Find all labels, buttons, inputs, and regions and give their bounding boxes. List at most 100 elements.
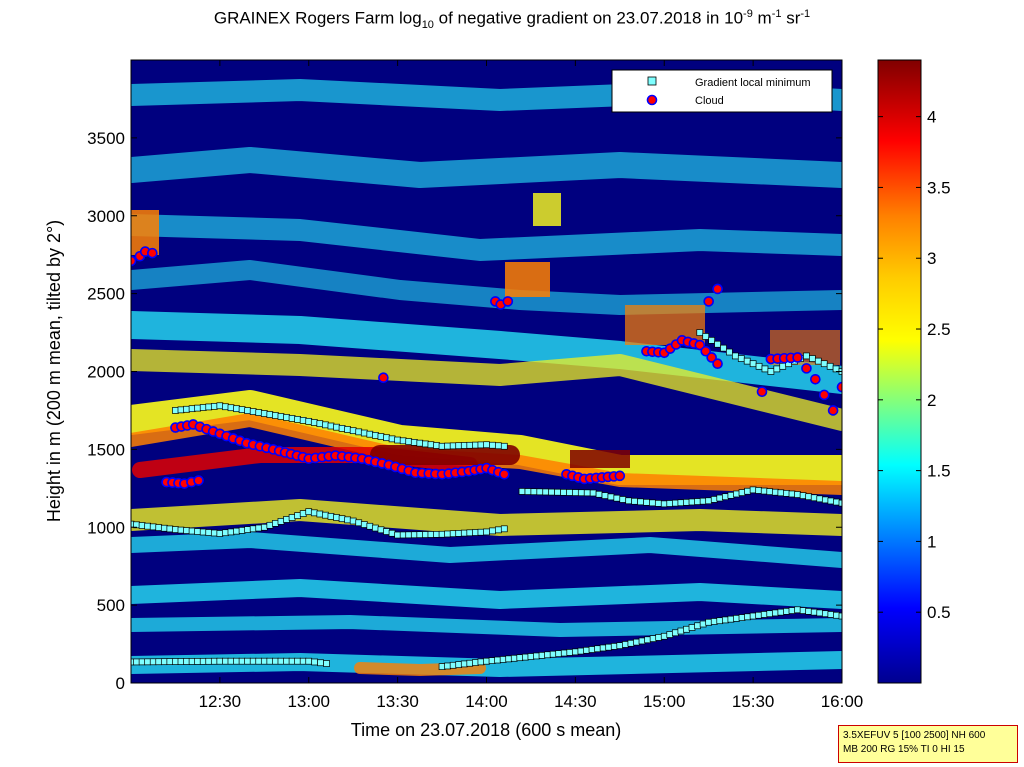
minimum-marker: [510, 654, 518, 662]
minimum-marker: [533, 652, 540, 660]
cloud-marker: [378, 372, 389, 384]
minimum-marker: [583, 489, 591, 497]
minimum-marker: [183, 658, 190, 665]
heatmap-band: [131, 147, 842, 188]
x-tick-label: 12:30: [199, 692, 242, 711]
minimum-marker: [360, 429, 368, 437]
minimum-marker: [731, 352, 739, 360]
minimum-marker: [560, 649, 568, 657]
info-box: 3.5XEFUV 5 [100 2500] NH 600 MB 200 RG 1…: [838, 725, 1018, 763]
minimum-marker: [755, 487, 763, 494]
minimum-marker: [744, 487, 751, 495]
minimum-marker: [327, 422, 335, 430]
minimum-marker: [833, 611, 840, 619]
minimum-marker: [244, 407, 251, 414]
minimum-marker: [399, 531, 407, 539]
minimum-marker: [460, 529, 468, 537]
minimum-marker: [366, 522, 374, 530]
minimum-marker: [637, 498, 644, 506]
minimum-marker: [260, 523, 268, 531]
minimum-marker: [607, 493, 615, 501]
minimum-marker: [138, 522, 146, 529]
minimum-marker: [299, 657, 307, 665]
minimum-marker: [449, 442, 457, 450]
title-superscript: -1: [800, 8, 811, 20]
minimum-marker: [227, 404, 235, 412]
minimum-marker: [688, 498, 696, 506]
minimum-marker: [227, 657, 235, 665]
cloud-marker: [131, 255, 137, 267]
minimum-marker: [349, 517, 357, 525]
minimum-marker: [233, 405, 240, 413]
minimum-marker: [460, 442, 468, 449]
minimum-marker: [227, 528, 235, 536]
minimum-marker: [310, 509, 318, 517]
minimum-marker: [455, 530, 463, 537]
chart-title: GRAINEX Rogers Farm log10 of negative gr…: [0, 8, 1024, 31]
minimum-marker: [605, 643, 613, 651]
minimum-marker: [338, 424, 346, 432]
minimum-marker: [455, 442, 463, 450]
minimum-marker: [683, 625, 690, 633]
minimum-marker: [255, 657, 263, 665]
minimum-marker: [771, 488, 779, 496]
minimum-marker: [589, 489, 597, 497]
minimum-marker: [388, 435, 396, 443]
minimum-marker: [288, 514, 296, 521]
colorbar-tick-label: 0.5: [927, 603, 951, 622]
minimum-marker: [755, 362, 763, 370]
minimum-marker: [809, 355, 816, 362]
minimum-marker: [388, 529, 396, 537]
minimum-marker: [755, 611, 763, 619]
minimum-marker: [810, 608, 818, 616]
minimum-marker: [805, 608, 813, 615]
minimum-marker: [327, 512, 335, 520]
colorbar: 0.5 1 1.5 2 2.5 3 3.5 4: [877, 59, 951, 684]
minimum-marker: [444, 442, 451, 450]
minimum-marker: [821, 610, 829, 618]
cloud-marker: [193, 475, 204, 486]
minimum-marker: [816, 609, 824, 617]
minimum-marker: [316, 510, 324, 518]
minimum-marker: [188, 527, 196, 535]
minimum-marker: [199, 657, 207, 665]
minimum-marker: [188, 658, 196, 665]
minimum-marker: [760, 611, 768, 618]
minimum-marker: [360, 521, 368, 528]
minimum-marker: [311, 658, 319, 666]
minimum-marker: [820, 360, 828, 368]
minimum-marker: [833, 498, 840, 506]
heatmap-patch: [505, 262, 550, 297]
minimum-marker: [827, 611, 835, 618]
minimum-marker: [777, 489, 785, 497]
minimum-marker: [283, 414, 290, 421]
minimum-marker: [788, 607, 796, 614]
colorbar-tick-label: 3.5: [927, 178, 951, 197]
minimum-marker: [766, 610, 774, 618]
title-subscript: 10: [421, 19, 434, 32]
minimum-marker: [727, 491, 735, 499]
minimum-marker: [399, 437, 407, 445]
minimum-marker: [144, 658, 152, 666]
minimum-marker: [322, 511, 329, 519]
minimum-marker: [527, 653, 535, 660]
minimum-marker: [310, 419, 318, 426]
minimum-marker: [205, 403, 213, 411]
minimum-marker: [410, 531, 418, 539]
minimum-marker: [222, 403, 229, 411]
minimum-marker: [616, 642, 624, 649]
minimum-marker: [322, 421, 329, 429]
minimum-marker: [188, 405, 196, 413]
minimum-marker: [316, 420, 324, 428]
minimum-marker: [166, 658, 174, 665]
minimum-marker: [438, 663, 446, 670]
title-part: of negative gradient on 23.07.2018 in 10: [433, 8, 744, 28]
minimum-marker: [372, 432, 379, 439]
minimum-marker: [427, 531, 435, 538]
minimum-marker: [744, 613, 751, 621]
minimum-marker: [826, 362, 834, 370]
minimum-marker: [372, 524, 379, 532]
minimum-marker: [794, 606, 801, 614]
cloud-marker: [756, 386, 768, 398]
